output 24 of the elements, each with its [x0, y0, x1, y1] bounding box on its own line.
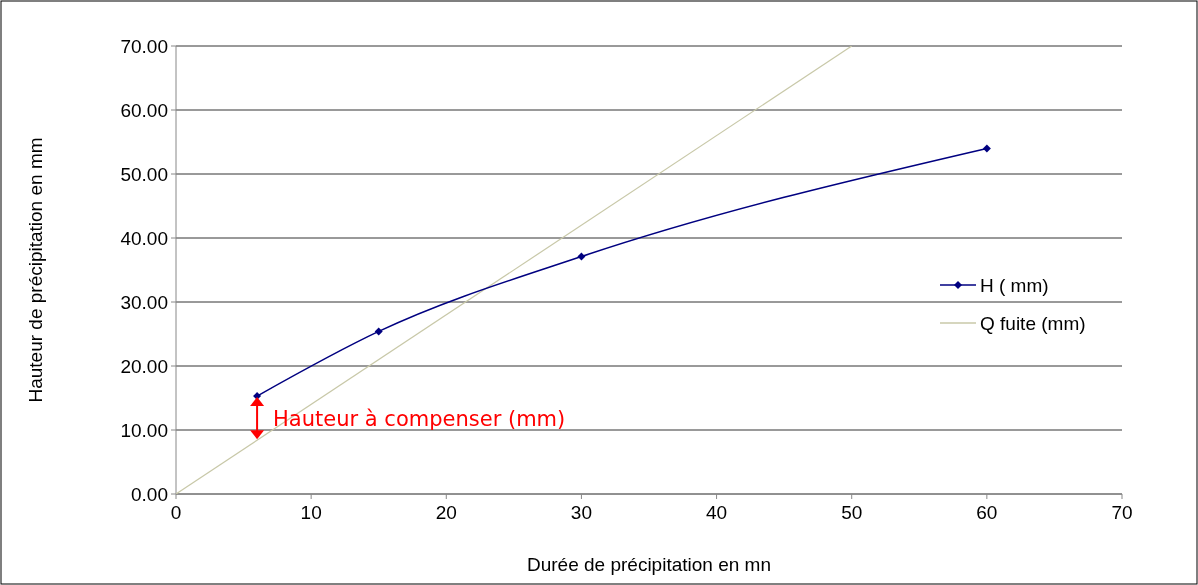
x-axis-title: Durée de précipitation en mn [527, 554, 771, 575]
x-tick-label: 50 [841, 502, 863, 523]
point [374, 327, 383, 336]
x-tick-label: 40 [706, 502, 728, 523]
x-tick-label: 20 [435, 502, 457, 523]
y-tick-label: 60.00 [120, 99, 168, 121]
annotation: Hauteur à compenser (mm) [273, 406, 566, 431]
point [982, 144, 991, 153]
y-tick-label: 20.00 [120, 355, 168, 377]
y-axis-title: Hauteur de précipitation en mm [25, 137, 46, 403]
x-tick-label: 60 [976, 502, 998, 523]
y-tick-label: 70.00 [120, 35, 168, 57]
legend-label: Q fuite (mm) [980, 312, 1086, 334]
x-tick-label: 70 [1111, 502, 1133, 523]
y-tick-label: 40.00 [120, 227, 168, 249]
y-tick-label: 0.00 [131, 483, 168, 505]
y-tick-label: 50.00 [120, 163, 168, 185]
y-tick-label: 30.00 [120, 291, 168, 313]
x-tick-label: 30 [570, 502, 592, 523]
point [577, 252, 586, 261]
legend-label: H ( mm) [980, 274, 1049, 296]
y-tick-label: 10.00 [120, 419, 168, 441]
x-tick-label: 0 [170, 502, 182, 523]
x-tick-label: 10 [300, 502, 322, 523]
